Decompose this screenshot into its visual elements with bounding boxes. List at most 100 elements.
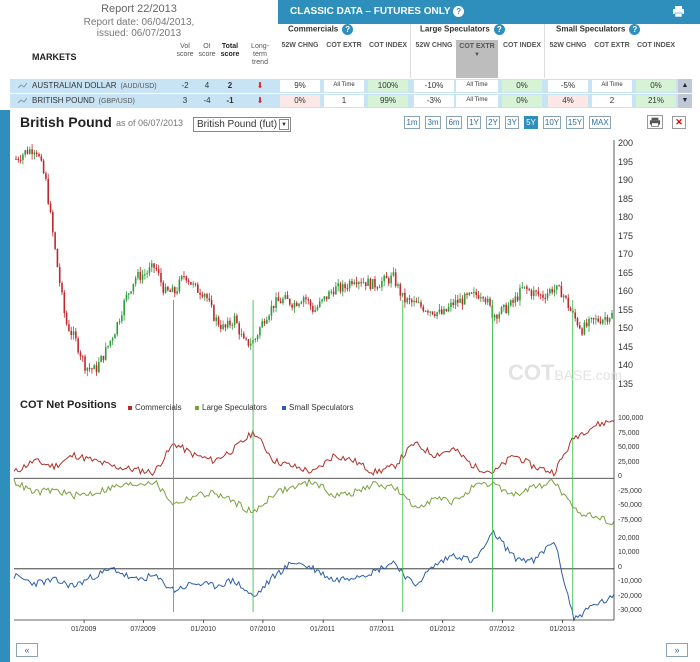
comm-cot-extr-header[interactable]: COT EXTR: [326, 42, 362, 49]
price-candle-body: [328, 291, 330, 300]
price-candle-body: [125, 294, 128, 301]
range-button-10y[interactable]: 10Y: [543, 116, 561, 129]
help-icon[interactable]: ?: [629, 24, 641, 35]
price-candle-body: [277, 297, 280, 302]
market-row-aud[interactable]: AUSTRALIAN DOLLAR (AUD/USD) -2 4 2 ⬇ 9% A…: [10, 79, 678, 93]
price-candle-body: [351, 281, 353, 284]
price-candle-body: [463, 293, 466, 305]
price-candle-body: [555, 285, 558, 290]
price-candle-body: [583, 322, 586, 335]
close-icon[interactable]: ✕: [672, 116, 686, 129]
range-button-1y[interactable]: 1Y: [467, 116, 481, 129]
large-52w-header[interactable]: 52W CHNG: [415, 42, 453, 49]
price-candle-body: [447, 306, 450, 312]
left-accent-bar: [0, 110, 10, 662]
price-candle-body: [445, 309, 448, 312]
price-candle-body: [542, 294, 544, 298]
price-candle-body: [549, 289, 551, 294]
x-axis-tick: 01/2013: [549, 626, 575, 633]
price-candle-body: [312, 306, 314, 312]
price-candle-body: [544, 297, 547, 299]
help-icon[interactable]: ?: [493, 24, 505, 35]
price-candle-body: [259, 327, 261, 336]
price-candle-body: [424, 310, 427, 312]
print-icon[interactable]: [673, 6, 684, 17]
price-candle-body: [316, 307, 319, 310]
price-candle-body: [185, 276, 188, 281]
price-candle-body: [229, 320, 231, 326]
price-axis-tick: 155: [618, 304, 634, 315]
price-candle-body: [293, 302, 296, 308]
price-candle-body: [519, 287, 521, 301]
price-candle-body: [318, 301, 321, 308]
price-candle-body: [558, 285, 560, 287]
price-candle-body: [606, 316, 609, 322]
comm-52w-header[interactable]: 52W CHNG: [281, 42, 319, 49]
print-icon[interactable]: [647, 115, 663, 129]
small-52w-header[interactable]: 52W CHNG: [549, 42, 587, 49]
price-candle-body: [562, 295, 565, 298]
price-candle-body: [475, 291, 478, 296]
vol-score: 3: [182, 96, 188, 105]
help-icon[interactable]: ?: [453, 6, 465, 17]
small-cot-index-header[interactable]: COT INDEX: [636, 42, 676, 49]
scroll-up-arrow-icon[interactable]: ▲: [678, 79, 692, 93]
range-button-2y[interactable]: 2Y: [486, 116, 500, 129]
x-axis-tick: 01/2009: [71, 626, 97, 633]
range-button-5y[interactable]: 5Y: [524, 116, 538, 129]
price-candle-body: [576, 318, 579, 326]
large-cot-index-header[interactable]: COT INDEX: [502, 42, 542, 49]
price-candle-body: [434, 314, 436, 316]
price-candle-body: [516, 296, 519, 301]
series-line-commercials: [13, 419, 615, 477]
price-candle-body: [399, 284, 402, 296]
price-candle-body: [608, 318, 611, 322]
price-candle-body: [436, 312, 438, 316]
scroll-down-arrow-icon[interactable]: ▼: [678, 94, 692, 108]
price-candle-body: [611, 312, 613, 319]
small-52w: -5%: [548, 80, 588, 92]
range-button-max[interactable]: MAX: [589, 116, 611, 129]
large-extr: All Time: [456, 80, 498, 92]
market-name: AUSTRALIAN DOLLAR (AUD/USD): [32, 81, 157, 90]
price-candle-body: [206, 294, 208, 299]
price-candle-body: [546, 293, 549, 299]
small-cot-extr-header[interactable]: COT EXTR: [594, 42, 630, 49]
price-candle-body: [72, 331, 75, 335]
price-candle-body: [88, 367, 91, 369]
report-date: Report date: 06/04/2013,: [83, 17, 195, 28]
small-index: 21%: [636, 95, 676, 107]
market-row-gbp[interactable]: BRITISH POUND (GBP/USD) 3 -4 -1 ⬇ 0% 1 99…: [10, 94, 678, 108]
range-button-6m[interactable]: 6m: [446, 116, 462, 129]
prev-button[interactable]: «: [16, 643, 38, 657]
price-candle-body: [473, 291, 475, 294]
x-axis-tick: 07/2012: [489, 626, 515, 633]
price-candle-body: [332, 291, 335, 295]
legend-commercials[interactable]: Commercials: [128, 403, 182, 412]
price-candle-body: [452, 302, 455, 305]
legend-small-speculators[interactable]: Small Speculators: [282, 403, 353, 412]
price-candle-body: [450, 302, 452, 307]
price-candle-body: [480, 297, 482, 299]
price-candle-body: [256, 335, 259, 339]
trend-header: Long-term trend: [251, 43, 269, 66]
price-candle-body: [335, 286, 337, 295]
next-button[interactable]: »: [666, 643, 688, 657]
range-button-1m[interactable]: 1m: [404, 116, 420, 129]
price-candle-body: [196, 284, 199, 293]
legend-large-speculators[interactable]: Large Speculators: [195, 403, 267, 412]
range-button-3m[interactable]: 3m: [425, 116, 441, 129]
large-cot-extr-header[interactable]: COT EXTR ▼: [456, 40, 498, 78]
comm-cot-index-header[interactable]: COT INDEX: [368, 42, 408, 49]
price-candle-body: [489, 298, 491, 306]
price-candle-body: [590, 317, 593, 319]
range-button-15y[interactable]: 15Y: [566, 116, 584, 129]
contract-select[interactable]: British Pound (fut) ▼: [193, 117, 291, 132]
help-icon[interactable]: ?: [342, 24, 354, 35]
price-candle-body: [454, 299, 457, 305]
range-button-3y[interactable]: 3Y: [505, 116, 519, 129]
vol-score: -2: [181, 81, 189, 90]
report-issued: issued: 06/07/2013: [96, 28, 182, 39]
price-candle-body: [521, 287, 524, 289]
price-candle-body: [574, 312, 576, 319]
